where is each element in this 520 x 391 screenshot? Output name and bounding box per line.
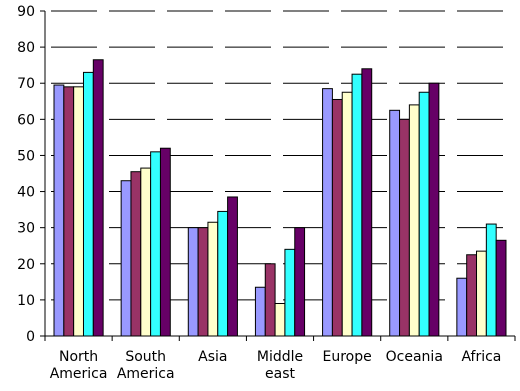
y-tick-label: 30	[17, 221, 35, 237]
bar	[207, 221, 219, 337]
bar	[73, 86, 84, 337]
bar	[399, 118, 410, 337]
y-tick-label: 20	[17, 257, 35, 273]
bar	[159, 147, 171, 337]
bar	[227, 196, 238, 337]
y-axis-ticks: 0 10 20 30 40 50 60 70 80 90	[17, 4, 45, 345]
x-category-label: Asia	[198, 349, 227, 365]
x-axis-labels: North America South America Asia Middle east Eu…	[44, 336, 516, 382]
axes	[44, 11, 515, 337]
bar	[485, 223, 497, 337]
x-category-label: South America	[117, 349, 175, 382]
bars	[53, 59, 507, 337]
bar	[150, 151, 161, 337]
bar	[274, 303, 286, 337]
bar	[284, 248, 296, 337]
bar	[495, 239, 507, 337]
bar	[428, 82, 440, 337]
bar	[254, 286, 266, 337]
bar	[322, 88, 333, 337]
y-tick-label: 10	[17, 293, 35, 309]
bar	[331, 98, 343, 337]
gridlines	[45, 10, 515, 301]
bar	[130, 171, 142, 337]
x-category-label: Africa	[461, 349, 501, 365]
y-tick-label: 80	[17, 40, 35, 56]
bar	[351, 73, 363, 337]
bar	[389, 109, 401, 337]
y-tick-label: 60	[17, 112, 35, 128]
x-category-label: Europe	[323, 349, 372, 365]
y-tick-label: 70	[17, 76, 35, 92]
bar	[140, 167, 152, 337]
bar	[456, 277, 468, 337]
bar	[264, 263, 276, 337]
bar	[466, 254, 478, 337]
bar	[120, 180, 132, 337]
x-category-label: North America	[50, 349, 108, 382]
bar	[476, 250, 487, 337]
bar	[92, 59, 104, 337]
y-tick-label: 0	[26, 329, 35, 345]
bar	[341, 91, 353, 337]
bar	[187, 227, 199, 337]
x-category-label: Middle east	[257, 349, 303, 382]
y-tick-label: 40	[17, 185, 35, 201]
x-category-label: Oceania	[386, 349, 443, 365]
y-tick-label: 90	[17, 4, 35, 20]
bar	[361, 68, 373, 337]
bar	[197, 227, 209, 337]
bar	[82, 71, 94, 337]
bar	[217, 210, 229, 337]
bar	[418, 91, 430, 337]
bar	[53, 84, 65, 337]
y-tick-label: 50	[17, 148, 35, 164]
bar	[294, 227, 306, 337]
bar	[63, 86, 75, 337]
bar	[408, 104, 420, 337]
